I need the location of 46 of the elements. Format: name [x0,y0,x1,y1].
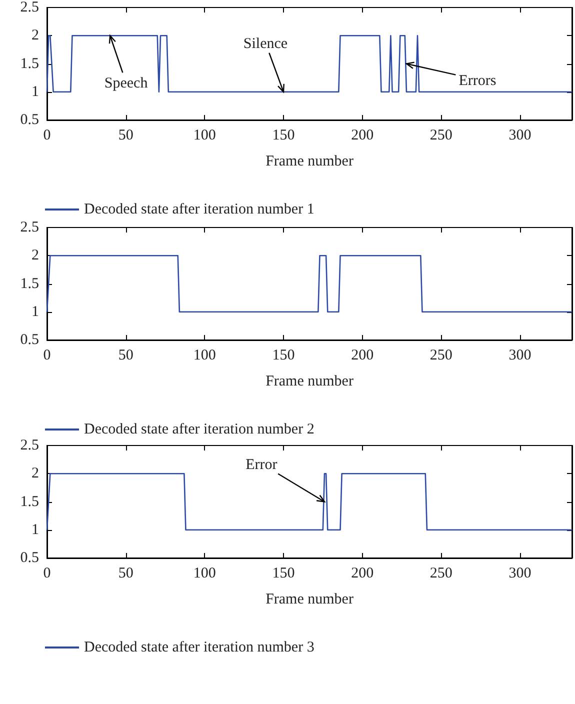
x-tick-label: 0 [43,566,51,582]
x-tick-label: 250 [430,128,452,144]
y-tick-label: 2 [32,28,39,44]
x-tick-label: 250 [430,348,452,364]
y-tick-label: 1 [32,304,39,320]
y-tick-label: 2 [32,248,39,264]
x-tick-label: 0 [43,128,51,144]
annotation: Speech [104,76,148,92]
y-tick-label: 1 [32,522,39,538]
x-tick-label: 50 [118,128,134,144]
x-tick-label: 300 [508,566,532,582]
y-tick-label: 0.5 [20,550,39,566]
x-tick-label: 300 [508,348,532,364]
legend-label: Decoded state after iteration number 2 [84,422,314,438]
x-tick-label: 0 [43,348,51,364]
x-tick-label: 150 [272,348,295,364]
x-tick-label: 150 [272,566,295,582]
x-tick-label: 100 [193,566,216,582]
x-tick-label: 50 [118,348,134,364]
y-tick-label: 2.5 [20,438,39,454]
x-tick-label: 200 [351,566,374,582]
annotation: Error [246,456,278,473]
y-tick-label: 2 [32,466,39,482]
x-tick-label: 100 [193,128,216,144]
y-tick-label: 2.5 [20,220,39,236]
x-axis-title: Frame number [266,592,354,608]
y-tick-label: 1.5 [20,56,39,72]
y-tick-label: 2.5 [20,0,39,16]
legend-label: Decoded state after iteration number 3 [84,640,314,656]
x-tick-label: 150 [272,128,295,144]
x-tick-label: 200 [351,128,374,144]
x-tick-label: 250 [430,566,452,582]
x-axis-title: Frame number [266,374,354,390]
x-tick-label: 300 [508,128,532,144]
x-tick-label: 200 [351,348,374,364]
legend-label: Decoded state after iteration number 1 [84,202,314,218]
annotation: Silence [243,36,288,52]
x-tick-label: 100 [193,348,216,364]
y-tick-label: 1.5 [20,494,39,510]
annotation: Errors [458,72,496,89]
y-tick-label: 0.5 [20,112,39,128]
y-tick-label: 1.5 [20,276,39,292]
y-tick-label: 1 [32,84,39,100]
x-axis-title: Frame number [266,154,354,170]
y-tick-label: 0.5 [20,332,39,348]
x-tick-label: 50 [118,566,134,582]
